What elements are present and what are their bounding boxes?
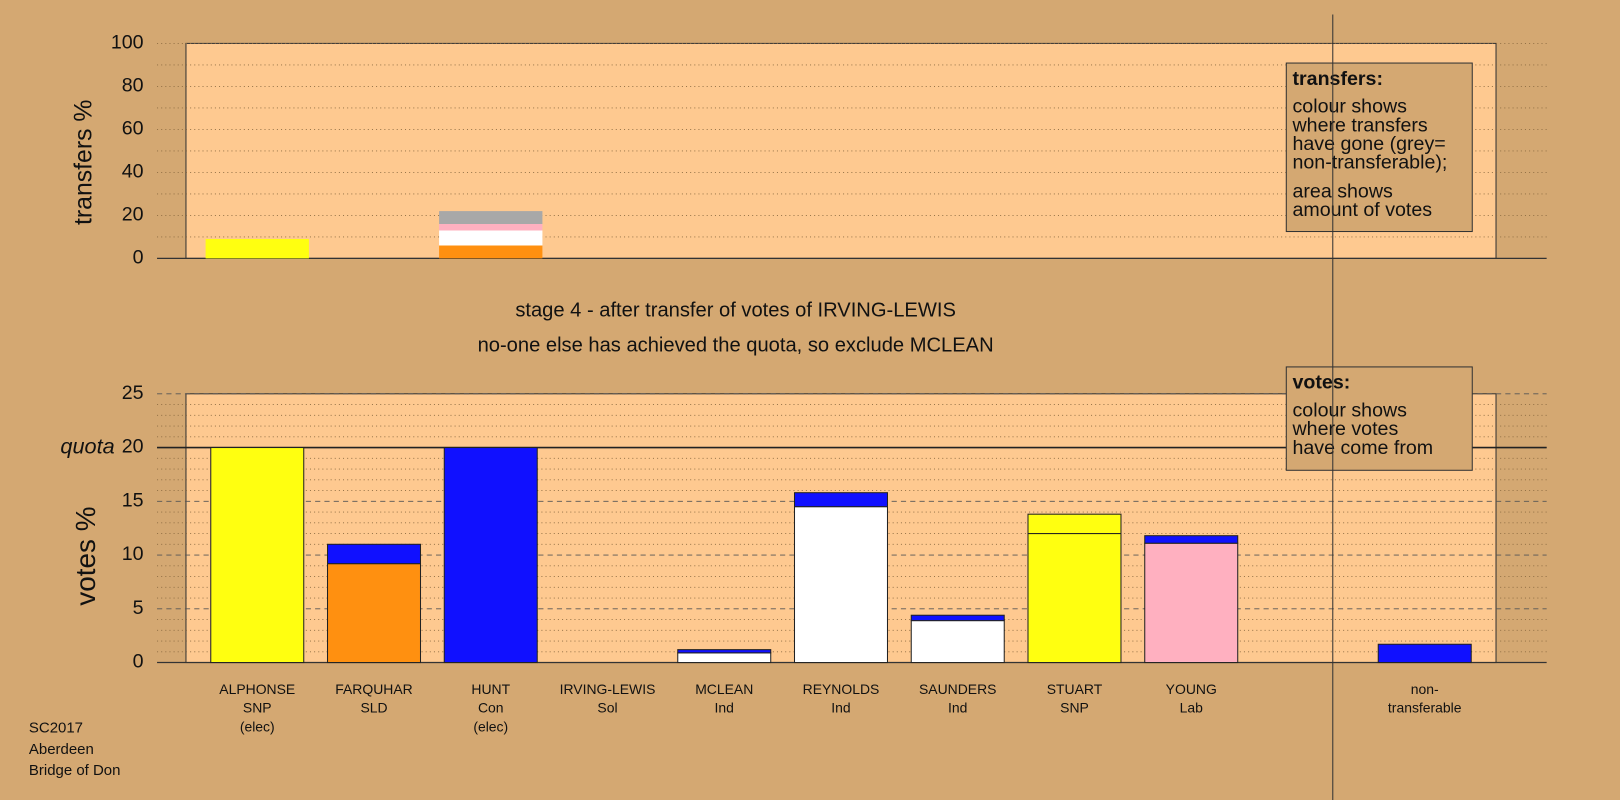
x-tick-label: SNP bbox=[1060, 700, 1089, 716]
bar-segment bbox=[677, 649, 772, 654]
bar-segment bbox=[210, 447, 305, 664]
legend-text: non-transferable); bbox=[1292, 151, 1447, 173]
bar-segment bbox=[793, 492, 889, 508]
bar-segment bbox=[910, 620, 1005, 664]
x-tick-label: (elec) bbox=[473, 718, 508, 734]
x-tick-label: (elec) bbox=[240, 718, 275, 734]
x-tick-label: Con bbox=[478, 700, 504, 716]
x-tick-label: Ind bbox=[948, 700, 967, 716]
bar-segment bbox=[910, 614, 1005, 622]
legend-title: transfers: bbox=[1292, 68, 1383, 90]
legend-text: have come from bbox=[1292, 437, 1433, 459]
y-tick-label: 15 bbox=[122, 489, 144, 511]
bar-segment bbox=[677, 652, 772, 664]
x-tick-label: transferable bbox=[1388, 700, 1462, 716]
quota-label: quota bbox=[60, 433, 114, 458]
stage-text: stage 4 - after transfer of votes of IRV… bbox=[515, 299, 956, 321]
y-tick-label: 20 bbox=[122, 204, 144, 226]
legend-box bbox=[1285, 62, 1473, 233]
x-tick-label: SAUNDERS bbox=[919, 681, 996, 697]
bar-segment bbox=[439, 245, 543, 259]
y-tick-label: 0 bbox=[133, 651, 144, 673]
y-tick-label: 20 bbox=[122, 436, 144, 458]
legend-text: amount of votes bbox=[1292, 199, 1432, 221]
y-axis-label: votes % bbox=[70, 506, 101, 605]
bar-segment bbox=[1377, 643, 1472, 664]
x-tick-label: HUNT bbox=[471, 681, 510, 697]
x-tick-label: MCLEAN bbox=[695, 681, 753, 697]
x-tick-label: YOUNG bbox=[1166, 681, 1217, 697]
stage-text: no-one else has achieved the quota, so e… bbox=[478, 335, 994, 357]
x-tick-label: Ind bbox=[831, 700, 850, 716]
x-tick-label: Ind bbox=[715, 700, 734, 716]
legend-text: where votes bbox=[1291, 418, 1398, 440]
y-tick-label: 40 bbox=[122, 161, 144, 183]
x-tick-label: SNP bbox=[243, 700, 272, 716]
bar-segment bbox=[793, 506, 889, 664]
legend-title: votes: bbox=[1292, 372, 1350, 394]
bar-segment bbox=[205, 239, 309, 259]
x-tick-label: FARQUHAR bbox=[335, 681, 412, 697]
legend-text: where transfers bbox=[1291, 114, 1427, 136]
y-tick-label: 60 bbox=[122, 118, 144, 140]
bar-segment bbox=[443, 447, 538, 664]
bar-segment bbox=[1027, 533, 1122, 664]
y-tick-label: 80 bbox=[122, 75, 144, 97]
y-tick-label: 0 bbox=[133, 247, 144, 269]
bar-segment bbox=[326, 543, 422, 565]
legend-text: have gone (grey= bbox=[1292, 133, 1445, 155]
y-tick-label: 100 bbox=[111, 32, 144, 54]
x-tick-label: REYNOLDS bbox=[803, 681, 880, 697]
x-tick-label: ALPHONSE bbox=[219, 681, 295, 697]
footer-text: Bridge of Don bbox=[29, 762, 121, 779]
bar-segment bbox=[1144, 535, 1239, 544]
y-tick-label: 5 bbox=[133, 597, 144, 619]
bar-segment bbox=[1027, 513, 1122, 535]
bar-segment bbox=[1144, 542, 1239, 664]
x-tick-label: SLD bbox=[360, 700, 387, 716]
legend-box bbox=[1285, 366, 1473, 471]
x-tick-label: Lab bbox=[1180, 700, 1203, 716]
x-tick-label: non- bbox=[1411, 681, 1439, 697]
bar-segment bbox=[439, 224, 543, 231]
footer-text: Aberdeen bbox=[29, 741, 94, 758]
legend-text: colour shows bbox=[1292, 96, 1407, 118]
bar-segment bbox=[326, 563, 422, 664]
bar-segment bbox=[439, 230, 543, 246]
y-tick-label: 10 bbox=[122, 543, 144, 565]
footer-text: SC2017 bbox=[29, 720, 83, 737]
bar-segment bbox=[439, 211, 543, 224]
y-axis-label: transfers % bbox=[70, 100, 97, 225]
y-tick-label: 25 bbox=[122, 382, 144, 404]
legend-text: colour shows bbox=[1292, 400, 1407, 422]
x-tick-label: STUART bbox=[1047, 681, 1103, 697]
x-tick-label: Sol bbox=[597, 700, 617, 716]
x-tick-label: IRVING-LEWIS bbox=[560, 681, 656, 697]
legend-text: area shows bbox=[1292, 180, 1393, 202]
